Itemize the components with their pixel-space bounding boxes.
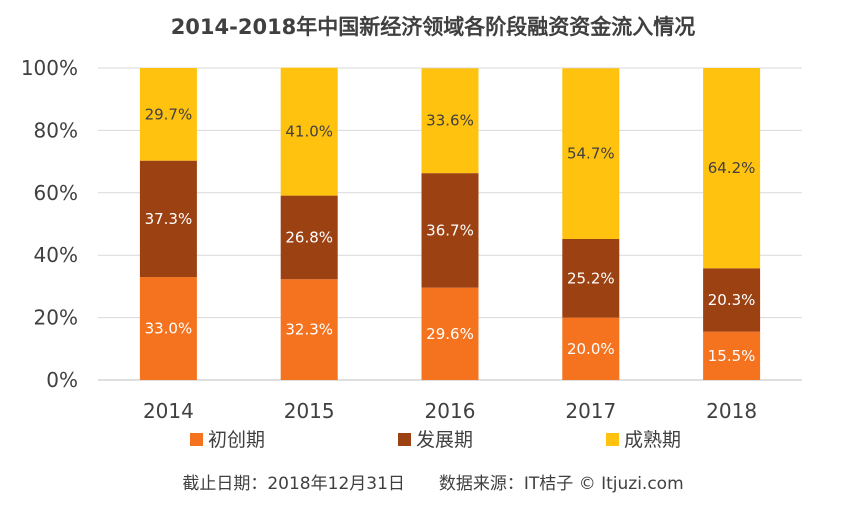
legend-swatch xyxy=(190,433,203,446)
bar-segment xyxy=(280,279,338,380)
bar-segment xyxy=(139,160,197,278)
data-label: 37.3% xyxy=(145,210,193,228)
y-tick-label: 100% xyxy=(21,56,78,80)
legend-swatch xyxy=(606,433,619,446)
y-tick-label: 60% xyxy=(34,181,78,205)
data-label: 33.0% xyxy=(145,320,193,338)
data-label: 36.7% xyxy=(426,221,474,239)
legend-label: 初创期 xyxy=(208,429,265,451)
y-tick-label: 0% xyxy=(46,368,78,392)
data-label: 20.0% xyxy=(567,340,615,358)
x-tick-label: 2017 xyxy=(565,399,616,423)
bars: 33.0% 37.3% 29.7% 32.3% 26.8% 41.0% 29.6% 36.7%… xyxy=(139,67,761,380)
data-label: 64.2% xyxy=(708,159,756,177)
footnote: 截止日期：2018年12月31日 数据来源：IT桔子 © Itjuzi.com xyxy=(182,474,683,494)
y-axis: 0% 20% 40% 60% 80% 100% xyxy=(21,56,78,392)
data-label: 29.7% xyxy=(145,105,193,123)
data-label: 41.0% xyxy=(285,123,333,141)
bar-segment xyxy=(562,68,620,239)
x-axis: 2014 2015 2016 2017 2018 xyxy=(143,399,757,423)
data-label: 32.3% xyxy=(285,321,333,339)
bar-segment xyxy=(280,195,338,280)
y-tick-label: 20% xyxy=(34,306,78,330)
bar-segment xyxy=(421,287,479,380)
y-tick-label: 40% xyxy=(34,243,78,267)
x-tick-label: 2014 xyxy=(143,399,194,423)
bar-segment xyxy=(421,173,479,288)
x-tick-label: 2018 xyxy=(706,399,757,423)
legend: 初创期 发展期 成熟期 xyxy=(190,429,681,451)
data-label: 26.8% xyxy=(285,228,333,246)
legend-swatch xyxy=(398,433,411,446)
x-tick-label: 2015 xyxy=(284,399,335,423)
bar-segment xyxy=(703,268,761,332)
data-label: 25.2% xyxy=(567,269,615,287)
data-label: 20.3% xyxy=(708,291,756,309)
x-tick-label: 2016 xyxy=(425,399,476,423)
data-label: 29.6% xyxy=(426,325,474,343)
bar-segment xyxy=(421,68,479,174)
bar-segment xyxy=(562,317,620,380)
chart-title: 2014-2018年中国新经济领域各阶段融资资金流入情况 xyxy=(171,15,696,39)
y-tick-label: 80% xyxy=(34,118,78,142)
bar-segment xyxy=(139,68,197,161)
legend-label: 成熟期 xyxy=(624,429,681,451)
legend-label: 发展期 xyxy=(416,429,473,451)
data-label: 54.7% xyxy=(567,145,615,163)
bar-segment xyxy=(139,277,197,380)
bar-segment xyxy=(280,67,338,196)
data-label: 33.6% xyxy=(426,112,474,130)
bar-segment xyxy=(703,68,761,269)
data-label: 15.5% xyxy=(708,347,756,365)
bar-segment xyxy=(703,331,761,380)
bar-segment xyxy=(562,238,620,318)
